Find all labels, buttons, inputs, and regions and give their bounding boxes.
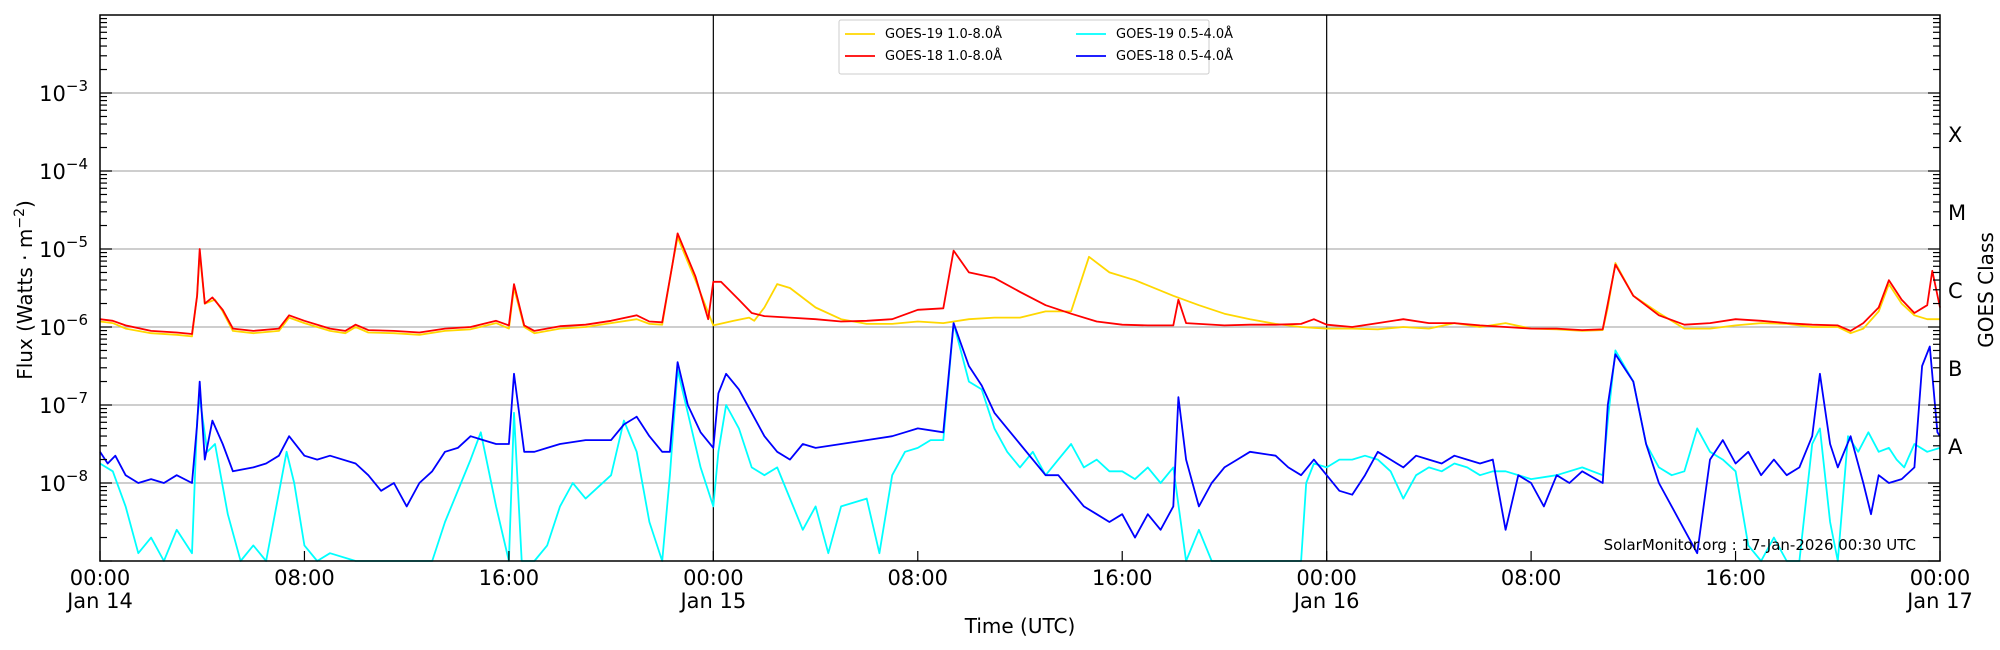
x-tick-date: Jan 16: [1292, 589, 1360, 613]
gridlines: [100, 92, 1940, 484]
x-tick-time: 08:00: [888, 566, 949, 590]
y-tick-label: 10−3: [39, 77, 88, 106]
y-tick-label: 10−7: [39, 389, 88, 418]
y-tick-label: 10−5: [39, 233, 88, 262]
series-line: [99, 322, 1941, 562]
y-tick-label: 10−4: [39, 155, 88, 184]
y-axis-ticks: 10−3 10−4 10−5 10−6 10−7 10−8: [39, 17, 1940, 562]
series-line: [99, 236, 1940, 338]
x-tick-date: Jan 14: [65, 589, 133, 613]
legend-label: GOES-18 1.0-8.0Å: [885, 48, 1002, 64]
x-tick-time: 00:00: [683, 566, 744, 590]
y-axis-right-title: GOES Class: [1974, 232, 1998, 348]
y-axis-title: Flux (Watts · m−2): [12, 200, 37, 380]
x-axis-title: Time (UTC): [964, 614, 1076, 638]
goes-class-label: B: [1948, 357, 1962, 381]
goes-class-label: X: [1948, 123, 1962, 147]
x-tick-time: 16:00: [1705, 566, 1766, 590]
legend-label: GOES-18 0.5-4.0Å: [1116, 48, 1233, 64]
legend-label: GOES-19 1.0-8.0Å: [885, 26, 1002, 42]
series-line: [99, 322, 1941, 555]
y-tick-label: 10−8: [39, 467, 88, 496]
goes-class-label: A: [1948, 435, 1963, 459]
plot-frame: [99, 14, 1941, 562]
legend: GOES-19 1.0-8.0Å GOES-18 1.0-8.0Å GOES-19 …: [838, 19, 1233, 75]
x-tick-time: 08:00: [274, 566, 335, 590]
x-tick-time: 08:00: [1501, 566, 1562, 590]
x-tick-time: 00:00: [70, 566, 131, 590]
x-tick-date: Jan 17: [1905, 589, 1973, 613]
goes-class-label: M: [1948, 201, 1966, 225]
legend-label: GOES-19 0.5-4.0Å: [1116, 26, 1233, 42]
x-tick-time: 00:00: [1296, 566, 1357, 590]
series-line: [99, 232, 1941, 335]
x-tick-time: 16:00: [1092, 566, 1153, 590]
x-tick-time: 16:00: [479, 566, 540, 590]
plot-series: [99, 232, 1941, 562]
day-separators: [712, 15, 1328, 561]
y-tick-label: 10−6: [39, 311, 88, 340]
credit-annotation: SolarMonitor.org : 17-Jan-2026 00:30 UTC: [1604, 536, 1916, 554]
goes-class-labels: X M C B A: [1948, 123, 1966, 459]
x-tick-date: Jan 15: [678, 589, 746, 613]
x-tick-time: 00:00: [1910, 566, 1971, 590]
goes-class-label: C: [1948, 279, 1963, 303]
